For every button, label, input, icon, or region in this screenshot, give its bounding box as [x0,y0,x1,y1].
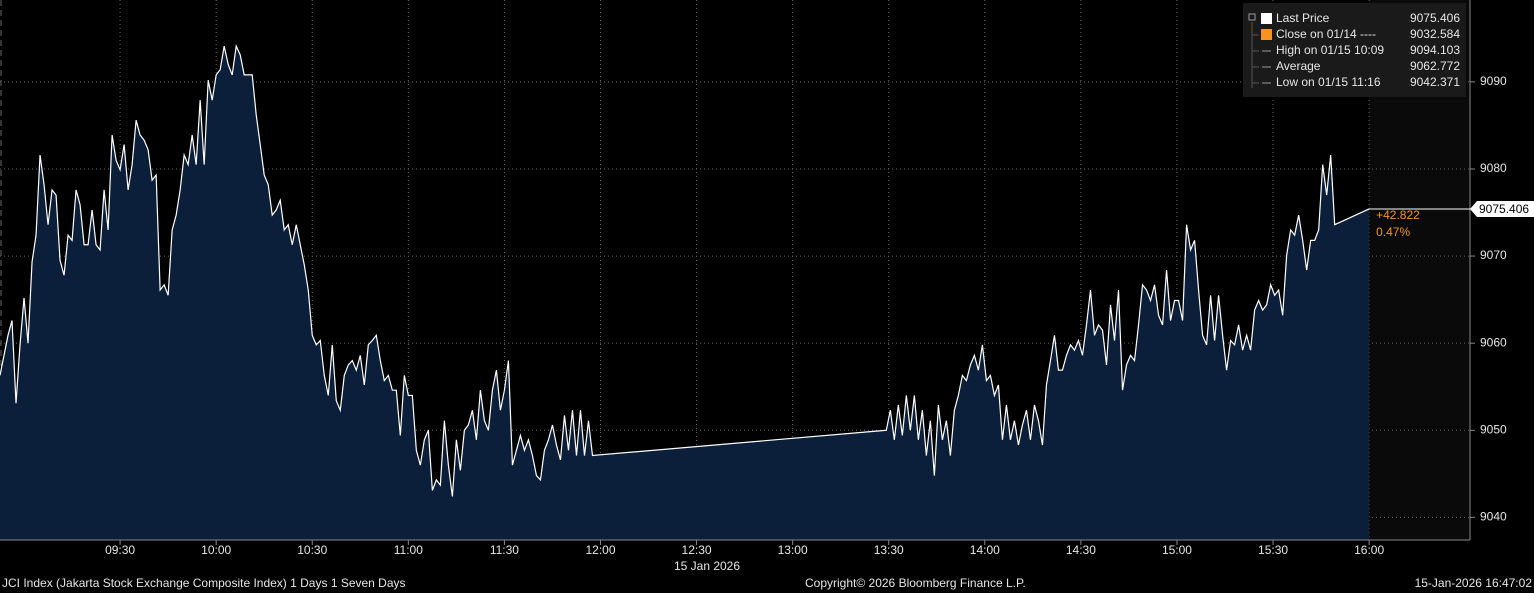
x-tick-label: 16:00 [1354,543,1384,557]
legend-swatch [1261,13,1272,24]
legend-label: Low on 01/15 11:16 [1276,75,1381,89]
change-label: +42.822 [1376,208,1420,222]
x-tick-label: 10:30 [297,543,327,557]
x-tick-label: 09:30 [105,543,135,557]
y-tick-label: 9040 [1480,510,1507,524]
legend-box [1243,3,1466,97]
date-label: 15 Jan 2026 [674,559,740,573]
x-tick-label: 11:00 [394,543,423,557]
y-tick-label: 9080 [1480,161,1507,175]
x-tick-label: 13:00 [778,543,808,557]
y-tick-label: 9090 [1480,74,1507,88]
legend-label: Close on 01/14 ---- [1276,27,1376,41]
plot [0,44,1370,540]
x-tick-label: 15:30 [1258,543,1288,557]
legend-collapse-icon [1248,13,1256,21]
legend-value: 9032.584 [1410,27,1460,41]
x-tick-label: 14:00 [970,543,1000,557]
legend-swatch [1261,29,1272,40]
footer-center: Copyright© 2026 Bloomberg Finance L.P. [805,576,1026,590]
y-tick-label: 9070 [1480,248,1507,262]
price-line [0,44,1370,497]
x-tick-label: 12:30 [682,543,712,557]
x-tick-label: 10:00 [201,543,231,557]
legend-value: 9042.371 [1410,75,1460,89]
legend-value: 9094.103 [1410,43,1460,57]
last-price-label: 9075.406 [1479,202,1529,216]
legend: Last Price 9075.406 Close on 01/14 ---- 903… [1252,11,1460,89]
x-tick-label: 12:00 [585,543,615,557]
x-tick-label: 11:30 [490,543,519,557]
legend-label: Last Price [1276,11,1330,25]
footer-left: JCI Index (Jakarta Stock Exchange Compos… [2,576,406,590]
y-tick-label: 9050 [1480,422,1507,436]
legend-label: Average [1276,59,1321,73]
last-price-tag [1470,200,1534,217]
footer-right: 15-Jan-2026 16:47:02 [1415,576,1533,590]
x-tick-label: 15:00 [1162,543,1192,557]
legend-label: High on 01/15 10:09 [1276,43,1384,57]
change-pct-label: 0.47% [1376,225,1410,239]
labels: 9040 9050 9060 9070 9080 9090 09:30 10:00 10:30 1… [105,74,1534,557]
x-tick-label: 14:30 [1066,543,1096,557]
legend-value: 9062.772 [1410,59,1460,73]
x-tick-label: 13:30 [874,543,904,557]
legend-value: 9075.406 [1410,11,1460,25]
y-tick-label: 9060 [1480,335,1507,349]
